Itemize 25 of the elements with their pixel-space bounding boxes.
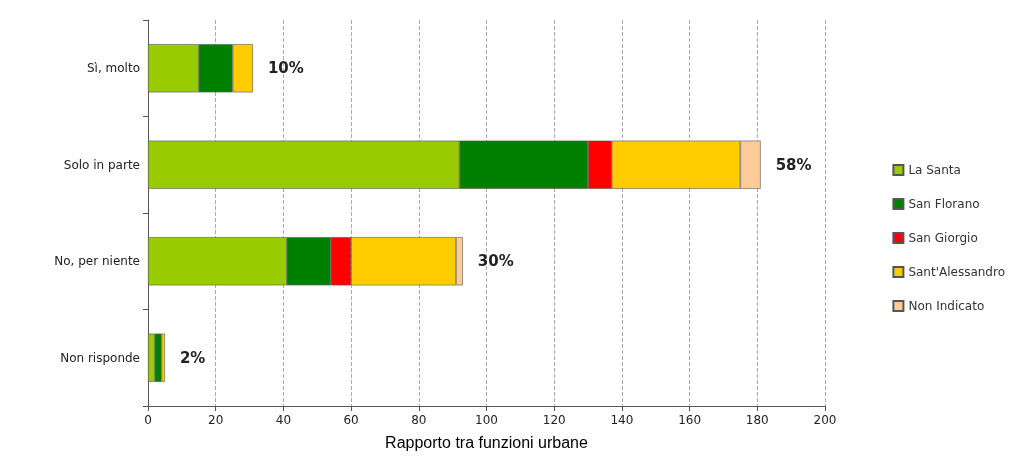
annotation: 30%	[477, 252, 514, 271]
annotation: 2%	[179, 348, 206, 367]
y-tick-label: Sì, molto	[87, 61, 140, 76]
x-tick-label: 100	[475, 413, 498, 427]
x-tick-label: 60	[343, 413, 359, 427]
x-tick-label: 120	[542, 413, 566, 427]
y-tick-label: No, per niente	[54, 254, 140, 269]
x-tick-label: 80	[411, 413, 427, 427]
y-tick-label: Solo in parte	[63, 157, 140, 172]
x-tick-label: 0	[144, 413, 152, 427]
legend-label: San Giorgio	[908, 231, 978, 245]
x-tick-label: 40	[275, 413, 292, 427]
legend-label: Non Indicato	[908, 299, 985, 313]
annotation: 10%	[267, 59, 304, 78]
x-tick-label: 200	[813, 413, 837, 427]
y-tick-label: Non risponde	[60, 350, 140, 365]
annotation: 58%	[775, 155, 812, 174]
x-tick-label: 160	[678, 413, 702, 427]
legend-label: La Santa	[908, 163, 961, 177]
legend-label: Sant'Alessandro	[908, 265, 1006, 279]
x-axis-title: Rapporto tra funzioni urbane	[385, 433, 588, 451]
legend-label: San Florano	[908, 197, 980, 211]
x-tick-label: 180	[745, 413, 769, 427]
x-tick-label: 20	[208, 413, 224, 427]
x-tick-label: 140	[610, 413, 634, 427]
